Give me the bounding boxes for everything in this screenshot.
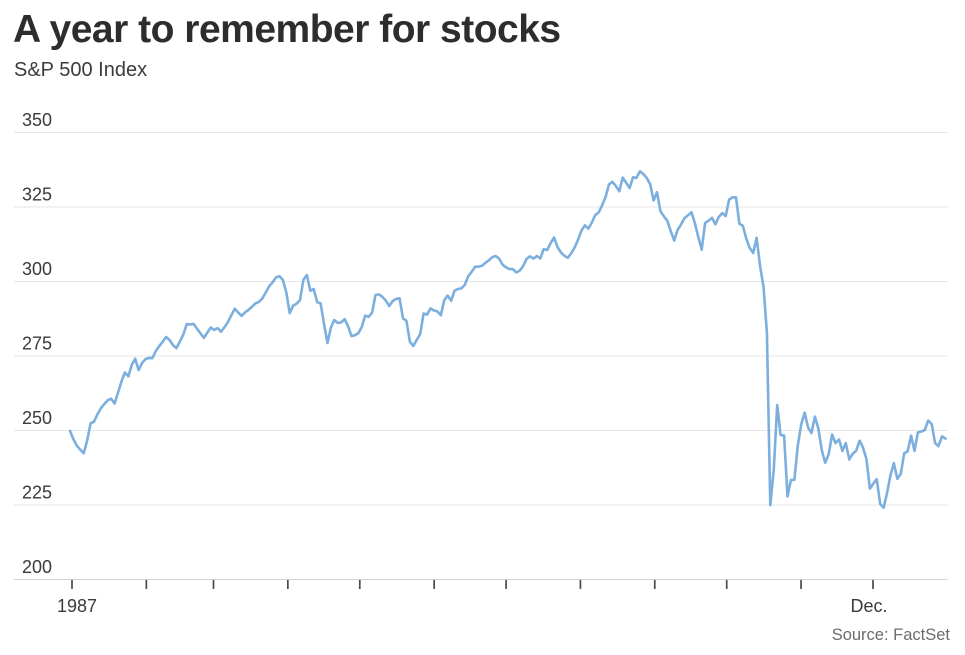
y-tick-label: 325 (22, 185, 52, 205)
x-tick-label: Dec. (850, 596, 887, 616)
y-tick-label: 250 (22, 408, 52, 428)
chart-subtitle: S&P 500 Index (14, 59, 148, 81)
x-tick-label: 1987 (57, 596, 97, 616)
y-tick-label: 225 (22, 483, 52, 503)
chart-title: A year to remember for stocks (13, 8, 561, 51)
y-tick-label: 200 (22, 557, 52, 577)
price-line (68, 170, 947, 510)
y-tick-label: 300 (22, 259, 52, 279)
y-tick-label: 350 (22, 110, 52, 130)
y-tick-label: 275 (22, 334, 52, 354)
source-credit: Source: FactSet (831, 626, 950, 644)
